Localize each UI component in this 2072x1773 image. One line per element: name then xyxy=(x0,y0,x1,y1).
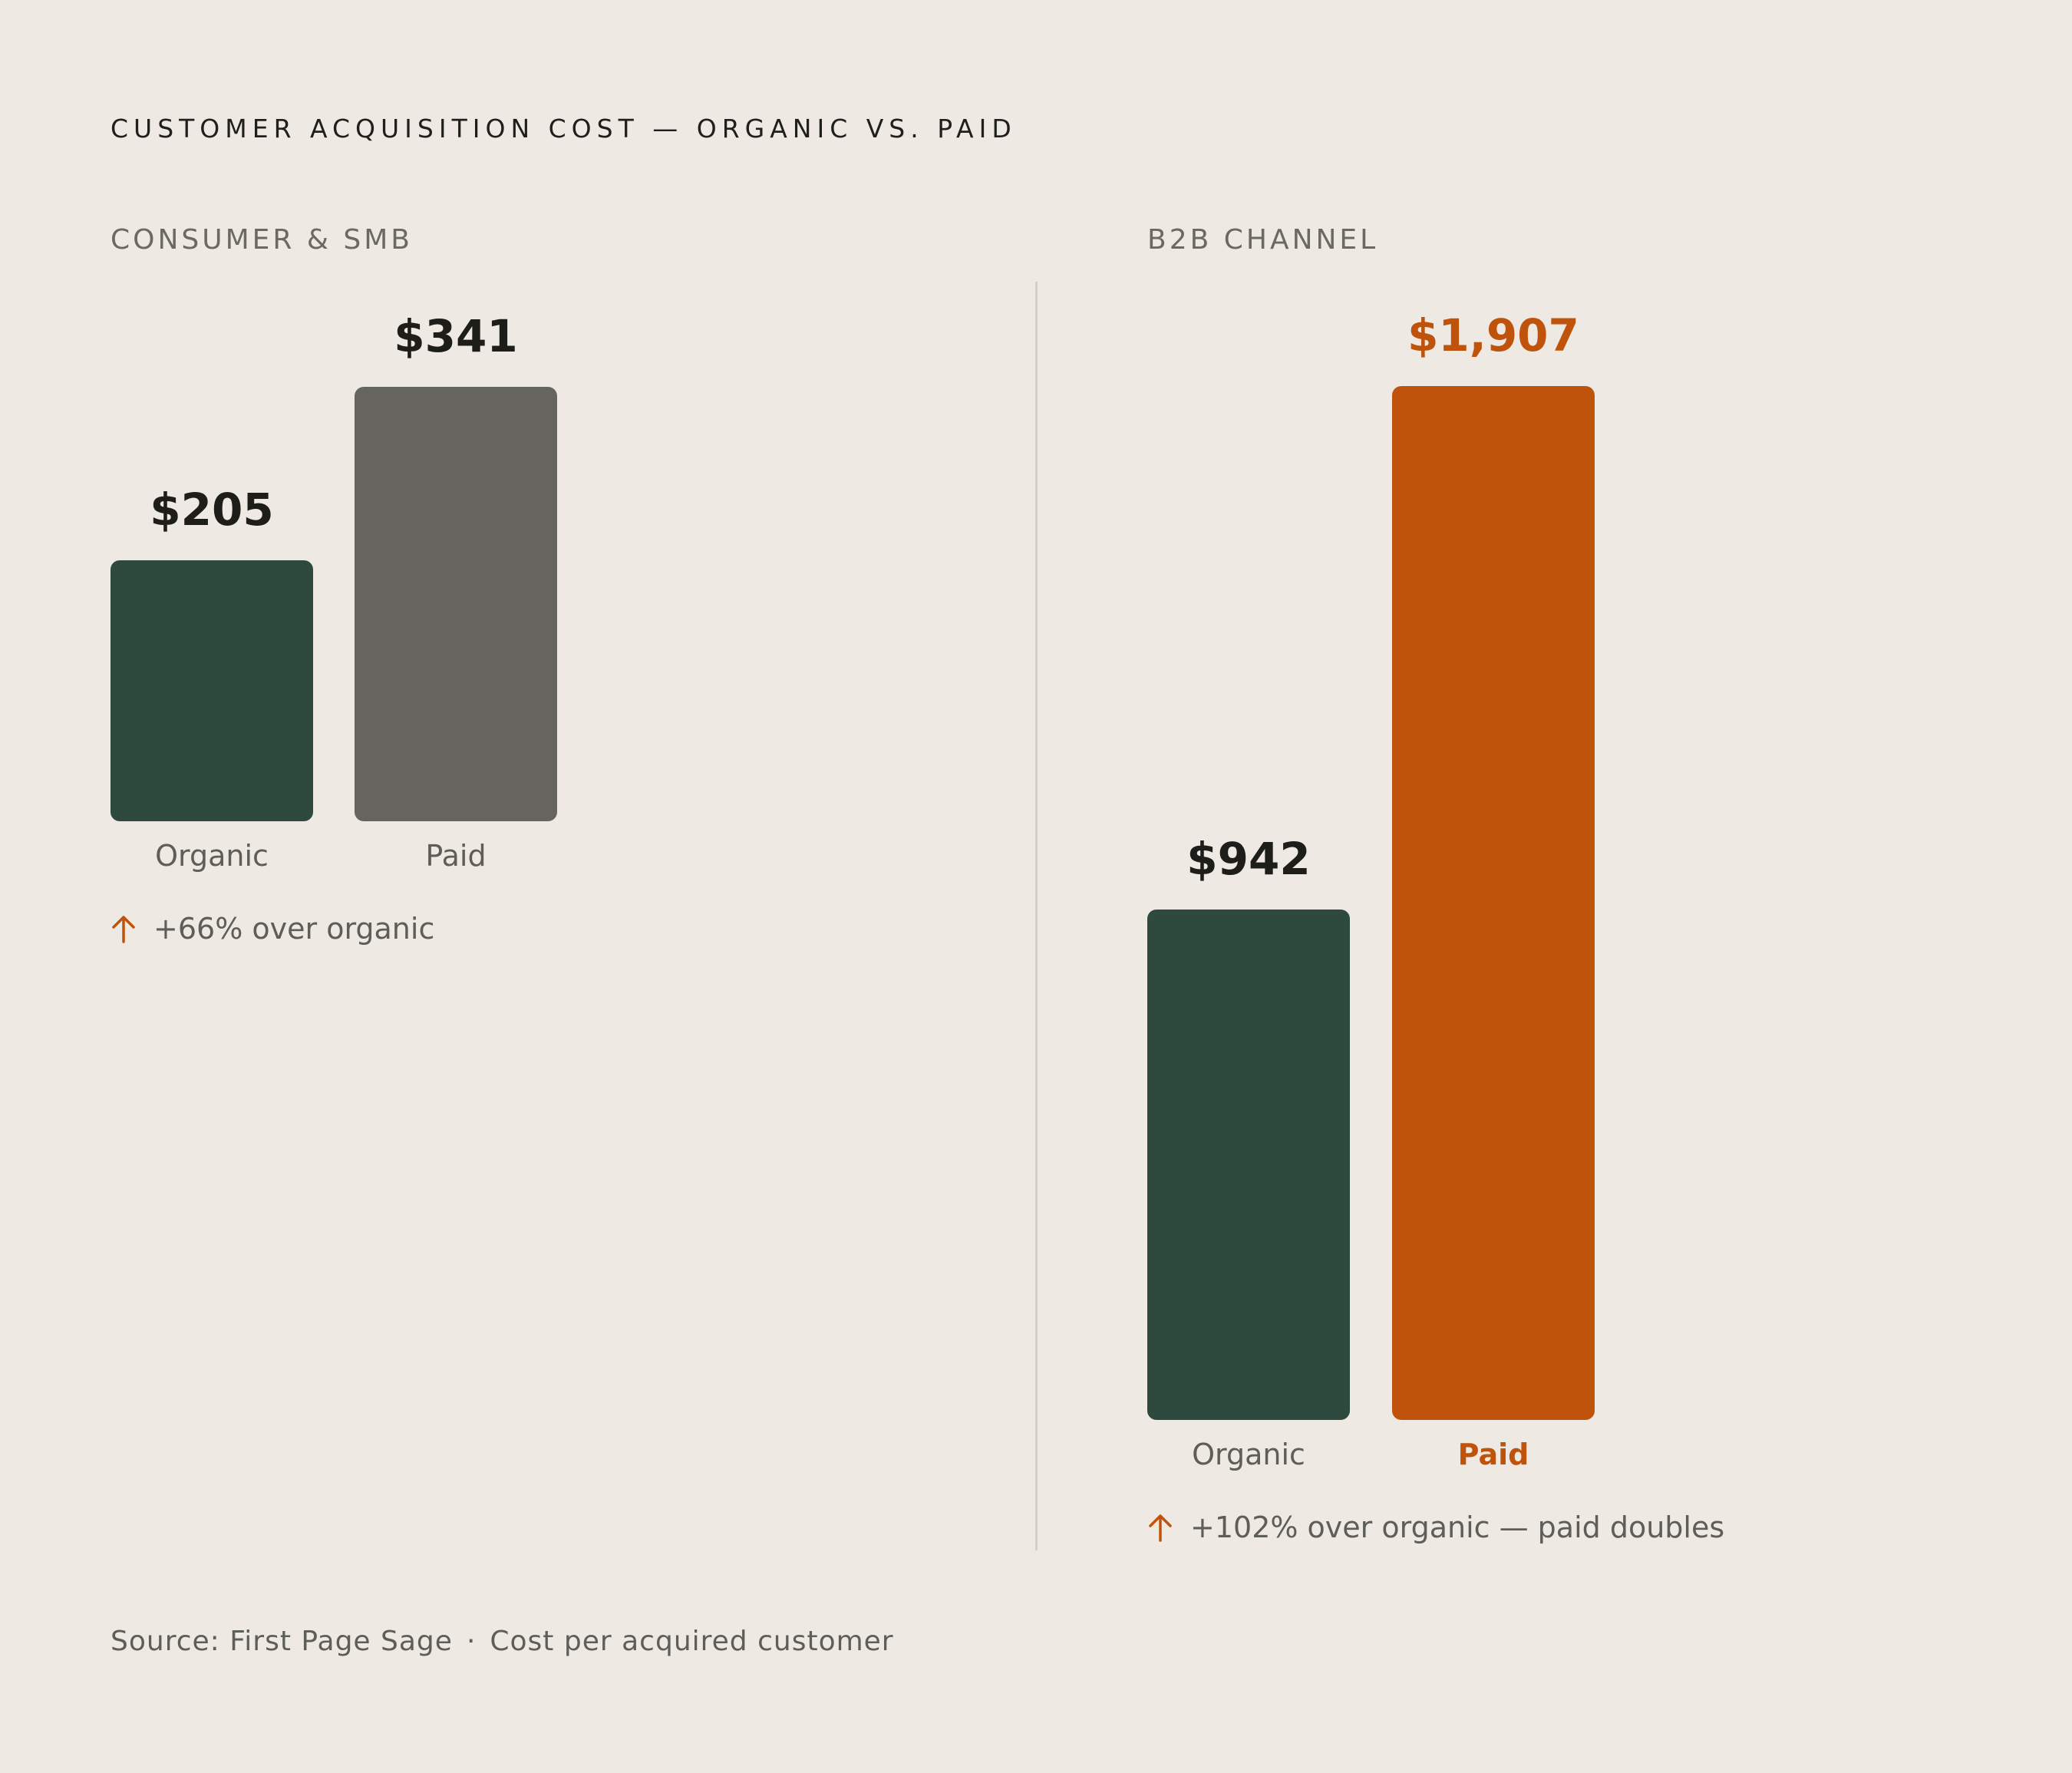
value-label-consumer-organic: $205 xyxy=(150,483,274,536)
source-text: Source: First Page Sage xyxy=(111,1626,453,1657)
separator-dot: · xyxy=(466,1626,477,1657)
note-text-b2b: +102% over organic — paid doubles xyxy=(1190,1511,1725,1544)
panel-title-b2b: B2B CHANNEL xyxy=(1147,224,1379,256)
panel-divider xyxy=(1035,282,1038,1550)
note-text-consumer: +66% over organic xyxy=(153,912,435,946)
value-label-b2b-organic: $942 xyxy=(1186,832,1311,885)
category-label-b2b-paid: Paid xyxy=(1457,1438,1529,1471)
note-consumer: +66% over organic xyxy=(111,912,434,946)
chart-title: CUSTOMER ACQUISITION COST — ORGANIC VS. … xyxy=(111,114,1017,144)
note-b2b: +102% over organic — paid doubles xyxy=(1147,1511,1724,1544)
unit-text: Cost per acquired customer xyxy=(490,1626,894,1657)
panel-title-consumer: CONSUMER & SMB xyxy=(111,224,413,256)
category-label-consumer-paid: Paid xyxy=(425,839,487,873)
category-label-consumer-organic: Organic xyxy=(155,839,269,873)
value-label-consumer-paid: $341 xyxy=(394,310,518,362)
category-label-b2b-organic: Organic xyxy=(1192,1438,1305,1471)
bar-b2b-organic xyxy=(1147,909,1350,1420)
arrow-up-icon xyxy=(1149,1514,1172,1542)
arrow-up-icon xyxy=(112,916,135,943)
value-label-b2b-paid: $1,907 xyxy=(1407,309,1579,362)
source-footnote: Source: First Page Sage · Cost per acquire… xyxy=(111,1626,894,1657)
bar-consumer-paid xyxy=(355,387,557,821)
bar-consumer-organic xyxy=(111,560,313,821)
bar-b2b-paid xyxy=(1392,386,1595,1420)
